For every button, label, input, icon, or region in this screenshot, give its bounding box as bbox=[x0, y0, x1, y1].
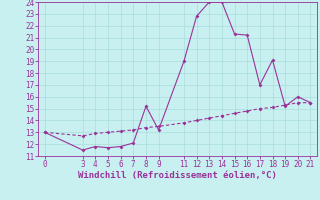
X-axis label: Windchill (Refroidissement éolien,°C): Windchill (Refroidissement éolien,°C) bbox=[78, 171, 277, 180]
